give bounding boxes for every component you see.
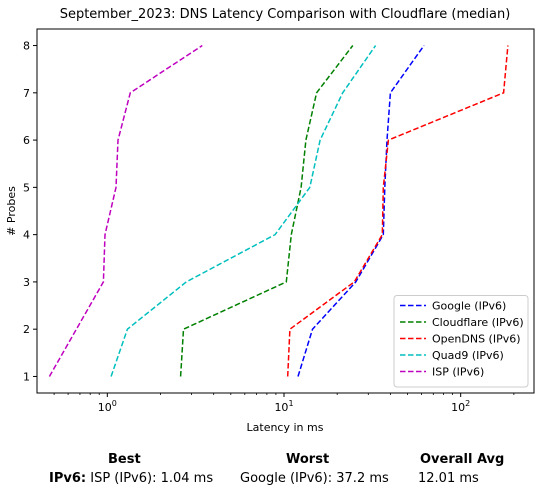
y-tick-label: 7 <box>23 87 30 100</box>
y-tick-label: 1 <box>23 370 30 383</box>
best-header: Best <box>108 452 141 467</box>
worst-value: Google (IPv6): 37.2 ms <box>240 471 389 486</box>
y-tick-label: 5 <box>23 181 30 194</box>
y-tick-label: 4 <box>23 229 30 242</box>
y-tick-label: 3 <box>23 276 30 289</box>
plot-frame <box>36 28 535 394</box>
chart-title: September_2023: DNS Latency Comparison w… <box>60 7 511 22</box>
legend-entry: Cloudflare (IPv6) <box>432 316 524 329</box>
row-label-ipv6: IPv6: <box>49 471 87 486</box>
x-tick-label: 102 <box>451 399 470 414</box>
worst-header: Worst <box>286 452 330 467</box>
legend-frame <box>393 295 529 388</box>
latency-chart: September_2023: DNS Latency Comparison w… <box>5 7 535 434</box>
series-line-2 <box>286 45 509 377</box>
series-line-1 <box>179 45 354 377</box>
chart-legend: Google (IPv6) Cloudflare (IPv6) OpenDNS (I… <box>393 295 529 388</box>
latency-summary: Best Worst Overall Avg IPv6: ISP (IPv6):… <box>0 448 541 496</box>
legend-entry: OpenDNS (IPv6) <box>432 333 521 346</box>
x-tick-label: 101 <box>274 399 293 414</box>
y-tick-label: 8 <box>23 40 30 53</box>
legend-entry: Quad9 (IPv6) <box>432 349 504 362</box>
best-value: ISP (IPv6): 1.04 ms <box>90 471 214 486</box>
y-tick-label: 2 <box>23 323 30 336</box>
legend-entry: Google (IPv6) <box>432 300 506 313</box>
series-line-4 <box>48 44 203 377</box>
x-axis-label: Latency in ms <box>247 421 324 434</box>
series-line-3 <box>110 45 377 377</box>
y-tick-label: 6 <box>23 134 30 147</box>
overall-avg-header: Overall Avg <box>420 452 505 467</box>
y-axis-label: # Probes <box>5 186 18 236</box>
legend-entry: ISP (IPv6) <box>432 366 484 379</box>
overall-avg-value: 12.01 ms <box>418 471 479 486</box>
x-tick-label: 100 <box>98 399 117 414</box>
series-line-0 <box>297 45 425 377</box>
